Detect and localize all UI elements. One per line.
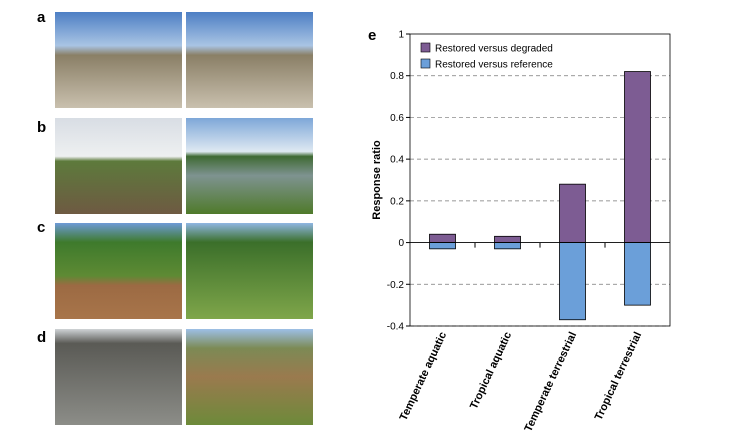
y-axis-label: Response ratio (371, 140, 383, 220)
bar (494, 235, 521, 243)
y-tick-label: -0.4 (387, 322, 405, 333)
legend-swatch (420, 58, 431, 69)
photo (55, 223, 182, 319)
y-tick-label: 0.4 (390, 155, 404, 166)
photo (186, 223, 313, 319)
bar (624, 242, 651, 306)
bar (429, 242, 456, 250)
legend-label: Restored versus reference (435, 60, 553, 71)
photo (55, 12, 182, 108)
x-tick-label: Tropical aquatic (468, 330, 514, 411)
photos (55, 12, 313, 425)
photo (55, 118, 182, 214)
photo (186, 12, 313, 108)
x-tick-label: Temperate aquatic (398, 330, 450, 422)
bar (559, 183, 586, 243)
panel-label: a (37, 9, 46, 26)
panel-label: d (37, 329, 46, 346)
panel-label: b (37, 119, 46, 136)
panel-label: c (37, 219, 45, 236)
panel-label: e (368, 27, 376, 44)
x-tick-label: Tropical terrestrial (593, 330, 644, 422)
photo (186, 118, 313, 214)
y-tick-label: 0 (398, 238, 404, 249)
bar (559, 242, 586, 321)
plot-frame (409, 33, 671, 327)
y-tick-label: 0.6 (390, 113, 404, 124)
legend-label: Restored versus degraded (435, 44, 553, 55)
bar (494, 242, 521, 250)
y-tick-label: 1 (398, 30, 404, 41)
bar (429, 233, 456, 243)
legend-swatch (420, 42, 431, 53)
y-tick-label: 0.2 (390, 196, 404, 207)
bar (624, 71, 651, 243)
photo (186, 329, 313, 425)
y-tick-label: -0.2 (387, 280, 405, 291)
y-tick-label: 0.8 (390, 71, 404, 82)
photo (55, 329, 182, 425)
x-tick-label: Temperate terrestrial (522, 330, 579, 434)
